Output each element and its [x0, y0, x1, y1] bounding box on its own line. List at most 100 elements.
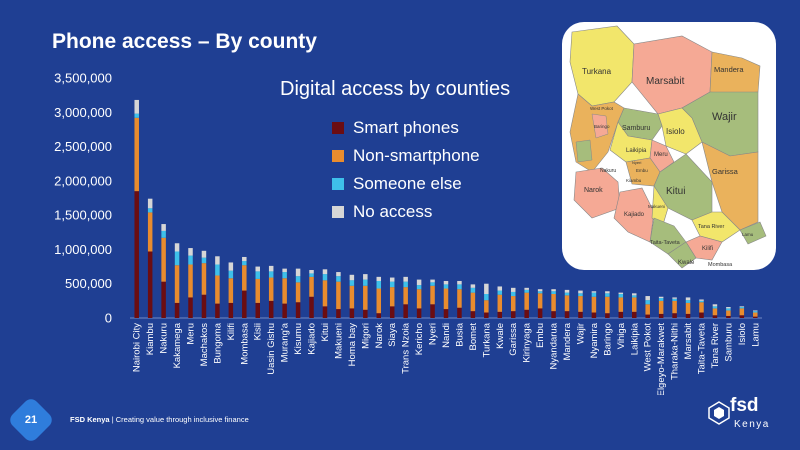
legend-item-smart-phones: Smart phones: [332, 114, 480, 142]
map-label-wajir: Wajir: [712, 111, 737, 123]
bar-segment-someone-else: [537, 291, 543, 294]
bar-segment-non-smartphone: [658, 300, 664, 314]
x-tick-label: Samburu: [723, 323, 734, 362]
bar-segment-non-smartphone: [389, 287, 395, 307]
x-tick-label: Nairobi City: [132, 323, 143, 372]
bar-segment-non-smartphone: [376, 288, 382, 314]
bar-segment-non-smartphone: [215, 275, 220, 304]
legend-label-non-smartphone: Non-smartphone: [353, 146, 480, 165]
bar-segment-no-access: [147, 198, 153, 209]
x-tick-label: Bomet: [468, 323, 479, 351]
x-tick-label: Meru: [186, 323, 197, 345]
bar-segment-smart-phones: [443, 309, 449, 318]
bar-segment-smart-phones: [174, 302, 180, 318]
y-tick-label: 0: [105, 311, 112, 326]
x-tick-label: Kiambu: [145, 323, 156, 355]
y-tick-label: 500,000: [65, 276, 112, 291]
fsd-logo-word: fsd: [730, 395, 759, 416]
bar-segment-no-access: [510, 287, 516, 292]
bar-segment-someone-else: [282, 272, 287, 279]
legend-label-smart-phones: Smart phones: [353, 118, 459, 137]
bar-segment-someone-else: [578, 293, 583, 297]
bar-segment-non-smartphone: [632, 297, 637, 312]
map-label-west-pokot: West Pokot: [590, 106, 614, 111]
map-label-kajiado: Kajiado: [624, 212, 645, 218]
x-tick-label: Kakamega: [172, 322, 183, 368]
bar-segment-smart-phones: [524, 309, 529, 318]
bar-segment-someone-else: [403, 281, 408, 288]
footer-tagline: Creating value through inclusive finance: [115, 415, 249, 424]
legend-label-no-access: No access: [353, 202, 433, 221]
legend-swatch-smart-phones: [332, 122, 344, 134]
x-tick-label: Taita-Taveta: [696, 322, 707, 374]
bar-segment-non-smartphone: [363, 285, 368, 310]
x-tick-label: Kirinyaga: [522, 322, 533, 362]
map-label-nakuru: Nakuru: [600, 168, 616, 174]
bar-segment-no-access: [215, 256, 220, 265]
bar-segment-smart-phones: [726, 315, 731, 318]
bar-segment-someone-else: [739, 307, 745, 309]
x-tick-label: Kajiado: [307, 323, 318, 355]
bar-segment-someone-else: [632, 295, 637, 298]
bar-segment-no-access: [389, 277, 395, 282]
bar-segment-someone-else: [376, 280, 382, 289]
bar-segment-smart-phones: [632, 311, 637, 318]
legend-item-non-smartphone: Non-smartphone: [332, 142, 480, 170]
bar-segment-non-smartphone: [457, 289, 462, 308]
bar-segment-someone-else: [295, 276, 301, 283]
bar-segment-non-smartphone: [739, 308, 745, 316]
bar-segment-non-smartphone: [699, 302, 704, 313]
bar-segment-someone-else: [658, 298, 664, 301]
map-label-narok: Narok: [584, 187, 603, 194]
bar-segment-no-access: [726, 307, 731, 309]
bar-segment-smart-phones: [672, 313, 677, 318]
bar-segment-no-access: [349, 274, 355, 281]
bar-segment-no-access: [712, 304, 718, 307]
bar-segment-smart-phones: [699, 312, 704, 318]
x-tick-label: Trans Nzoia: [401, 322, 412, 374]
bar-segment-someone-else: [551, 291, 556, 294]
x-tick-label: West Pokot: [643, 323, 654, 372]
bar-segment-non-smartphone: [309, 276, 314, 297]
bar-segment-someone-else: [188, 255, 193, 265]
x-tick-label: Kisumu: [293, 323, 304, 355]
bar-segment-no-access: [228, 262, 234, 271]
x-tick-label: Tana River: [710, 323, 721, 368]
bar-segment-someone-else: [457, 284, 462, 290]
bar-segment-non-smartphone: [470, 292, 476, 312]
x-tick-label: Nandi: [441, 323, 452, 348]
map-label-kitui: Kitui: [666, 186, 685, 197]
legend-label-someone-else: Someone else: [353, 174, 462, 193]
bar-segment-non-smartphone: [336, 281, 341, 310]
bar-segment-someone-else: [242, 261, 247, 266]
bar-segment-non-smartphone: [685, 302, 691, 314]
bar-segment-smart-phones: [403, 304, 408, 318]
bar-segment-no-access: [685, 297, 691, 301]
bar-segment-smart-phones: [161, 281, 166, 318]
bar-segment-someone-else: [268, 271, 274, 278]
bar-segment-non-smartphone: [134, 117, 139, 192]
bar-segment-non-smartphone: [228, 278, 234, 303]
bar-segment-smart-phones: [349, 308, 355, 318]
bar-segment-smart-phones: [739, 315, 745, 318]
bar-segment-smart-phones: [416, 308, 422, 318]
bar-segment-non-smartphone: [726, 310, 731, 316]
x-tick-label: Laikipia: [629, 322, 640, 355]
bar-segment-someone-else: [753, 311, 758, 313]
bar-segment-someone-else: [484, 294, 489, 301]
bar-segment-someone-else: [699, 300, 704, 303]
x-tick-label: Kwale: [495, 323, 506, 349]
y-tick-label: 2,500,000: [54, 139, 112, 154]
bar-segment-smart-phones: [618, 311, 624, 318]
bar-segment-someone-else: [712, 306, 718, 309]
bar-segment-no-access: [161, 224, 166, 231]
bar-segment-no-access: [645, 296, 650, 301]
map-label-taita-taveta: Taita-Taveta: [650, 240, 681, 246]
bar-segment-someone-else: [510, 291, 516, 297]
x-tick-label: Nyamira: [589, 322, 600, 358]
bar-segment-no-access: [672, 297, 677, 299]
slide-title: Phone access – By county: [52, 30, 317, 53]
x-tick-label: Isiolo: [737, 323, 748, 345]
bar-segment-no-access: [363, 274, 368, 280]
map-label-lamu: Lamu: [742, 232, 754, 237]
